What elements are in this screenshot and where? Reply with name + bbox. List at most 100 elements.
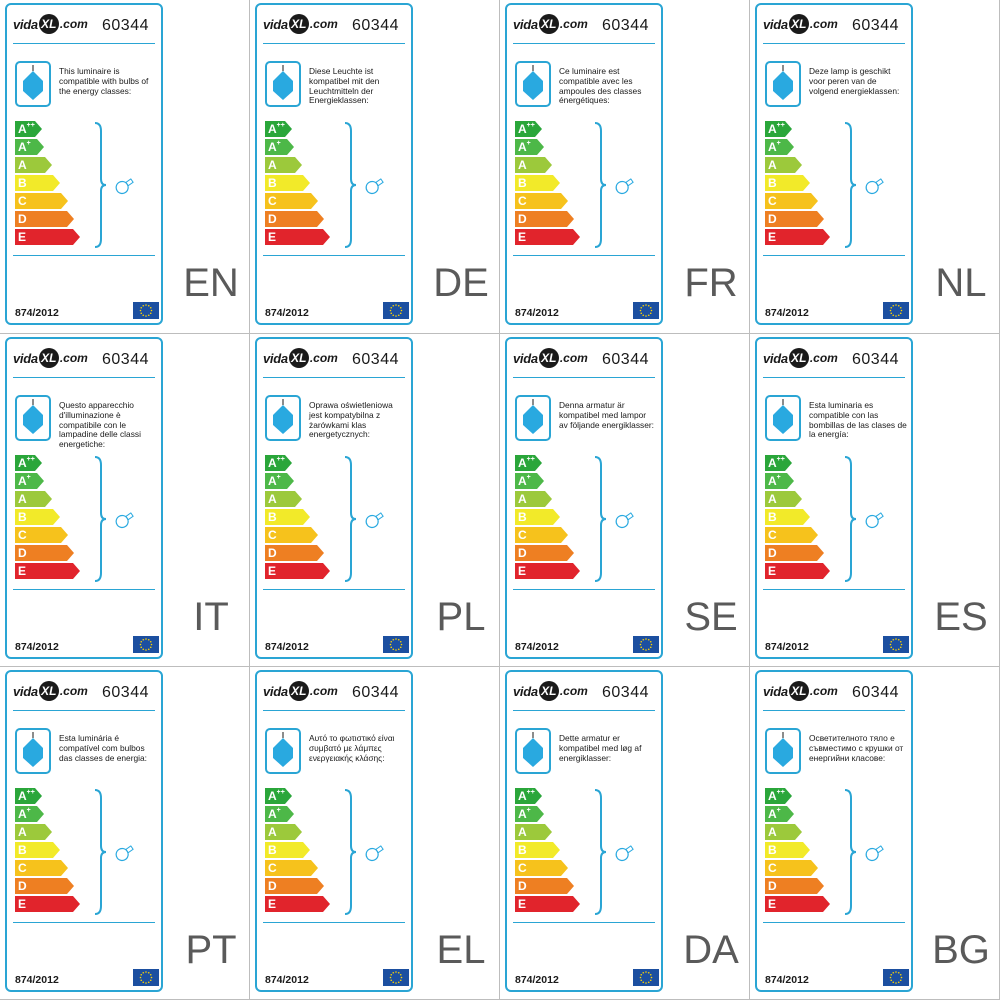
pendant-lamp-icon (265, 728, 301, 774)
regulation-number: 874/2012 (15, 974, 59, 986)
energy-class-sup: + (776, 474, 781, 481)
energy-class-letter: A (768, 158, 777, 172)
logo-xl: XL (288, 681, 309, 701)
energy-class-letter: A (518, 789, 527, 803)
label-cell: vida XL .com 60344 Deze lamp is geschikt… (750, 0, 1000, 334)
energy-class-bar: D (15, 545, 80, 561)
energy-class-arrow (323, 563, 330, 579)
logo-com: .com (59, 351, 88, 365)
energy-class-sup: + (276, 140, 281, 147)
energy-class-bar: A+ (515, 139, 580, 155)
energy-class-bar: A++ (515, 788, 580, 804)
energy-class-arrow (795, 491, 802, 507)
energy-class-arrow (537, 806, 544, 822)
energy-class-fill: C (15, 860, 61, 876)
energy-class-bar: B (765, 842, 830, 858)
energy-class-arrow (567, 878, 574, 894)
energy-class-fill: B (765, 175, 803, 191)
vidaxl-logo: vida XL .com (263, 679, 338, 703)
eu-flag-icon (633, 302, 659, 319)
regulation-number: 874/2012 (515, 974, 559, 986)
energy-class-arrow (823, 896, 830, 912)
label-cell: vida XL .com 60344 Dette armatur er komp… (500, 667, 750, 1000)
energy-class-fill: A++ (265, 121, 285, 137)
energy-class-arrow (45, 157, 52, 173)
energy-class-fill: D (265, 545, 317, 561)
language-code: PL (436, 595, 486, 639)
energy-class-letter: A (518, 825, 527, 839)
energy-class-arrow (573, 229, 580, 245)
energy-class-bar: C (15, 860, 80, 876)
energy-class-letter: A (268, 122, 277, 136)
energy-class-arrow (537, 473, 544, 489)
energy-class-letter: A (18, 122, 27, 136)
energy-class-fill: A++ (15, 121, 35, 137)
energy-class-bar: C (515, 527, 580, 543)
energy-class-fill: A+ (15, 473, 37, 489)
energy-class-letter: C (18, 861, 27, 875)
energy-class-arrow (573, 563, 580, 579)
energy-class-bar: A (765, 824, 830, 840)
energy-class-fill: A (265, 157, 295, 173)
vidaxl-logo: vida XL .com (513, 12, 588, 36)
energy-class-fill: A (515, 157, 545, 173)
energy-class-fill: A (765, 157, 795, 173)
energy-class-bar: A (15, 824, 80, 840)
energy-class-arrow (45, 824, 52, 840)
vidaxl-logo: vida XL .com (763, 346, 838, 370)
divider-bottom (763, 589, 905, 590)
energy-class-bar: A+ (765, 806, 830, 822)
light-bulb-icon (865, 512, 884, 529)
eu-flag-icon (133, 969, 159, 986)
energy-class-letter: B (18, 843, 27, 857)
compatibility-text: This luminaire is compatible with bulbs … (59, 66, 149, 96)
energy-class-bar: A++ (765, 121, 830, 137)
energy-class-fill: A (15, 491, 45, 507)
logo-xl: XL (788, 14, 809, 34)
regulation-number: 874/2012 (515, 307, 559, 319)
energy-class-bar: A (15, 491, 80, 507)
energy-class-bar: A+ (265, 473, 330, 489)
energy-class-sup: + (776, 807, 781, 814)
energy-class-bar: E (765, 563, 830, 579)
product-code: 60344 (102, 351, 149, 368)
product-code: 60344 (602, 684, 649, 701)
vidaxl-logo: vida XL .com (513, 679, 588, 703)
divider-bottom (13, 589, 155, 590)
product-code: 60344 (352, 684, 399, 701)
energy-class-sup: ++ (526, 789, 535, 796)
energy-class-letter: E (518, 564, 527, 578)
divider-top (513, 377, 655, 378)
language-code: FR (684, 261, 738, 305)
energy-class-sup: + (276, 807, 281, 814)
pendant-lamp-icon (765, 728, 801, 774)
energy-class-fill: E (265, 896, 323, 912)
energy-class-fill: A++ (265, 788, 285, 804)
energy-class-arrow (35, 788, 42, 804)
divider-bottom (513, 255, 655, 256)
brace (94, 456, 107, 582)
logo-com: .com (309, 17, 338, 31)
energy-class-letter: B (18, 510, 27, 524)
energy-class-letter: C (18, 528, 27, 542)
divider-bottom (263, 255, 405, 256)
energy-class-fill: E (265, 229, 323, 245)
energy-class-letter: A (268, 140, 277, 154)
language-code: IT (193, 595, 229, 639)
energy-class-bar: A+ (15, 473, 80, 489)
divider-top (513, 43, 655, 44)
energy-class-bar: C (265, 527, 330, 543)
energy-class-arrow (61, 860, 68, 876)
energy-class-bar: A+ (265, 806, 330, 822)
compatibility-text: Oprawa oświetleniowa jest kompatybilna z… (309, 400, 393, 440)
regulation-number: 874/2012 (265, 307, 309, 319)
language-code: EN (183, 261, 239, 305)
energy-class-bar: A (515, 824, 580, 840)
energy-class-letter: C (268, 861, 277, 875)
logo-xl: XL (38, 14, 59, 34)
energy-class-bar: D (765, 545, 830, 561)
energy-class-bar: C (265, 193, 330, 209)
logo-xl: XL (538, 681, 559, 701)
energy-class-fill: D (765, 545, 817, 561)
